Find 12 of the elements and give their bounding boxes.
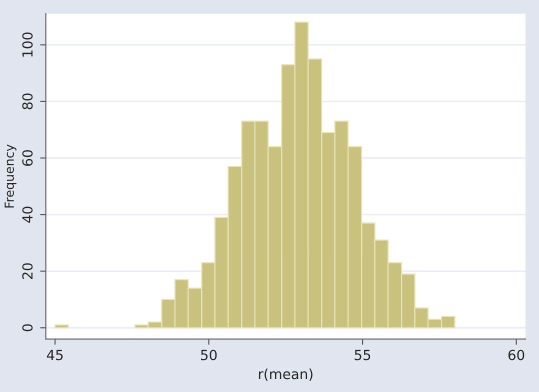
- y-tick-label: 60: [22, 150, 33, 166]
- y-tick-label: 0: [22, 324, 33, 332]
- y-tick-label: 20: [22, 263, 33, 279]
- y-tick-label: 80: [22, 94, 33, 110]
- y-tick-label: 40: [22, 206, 33, 223]
- y-axis-title: Frequency: [4, 144, 16, 208]
- x-tick-label: 55: [354, 350, 370, 360]
- x-tick-label: 45: [46, 350, 63, 360]
- x-tick-label: 50: [201, 350, 217, 360]
- y-tick-label: 100: [22, 32, 33, 57]
- x-axis-title: r(mean): [258, 368, 312, 381]
- x-tick-label: 60: [508, 350, 524, 360]
